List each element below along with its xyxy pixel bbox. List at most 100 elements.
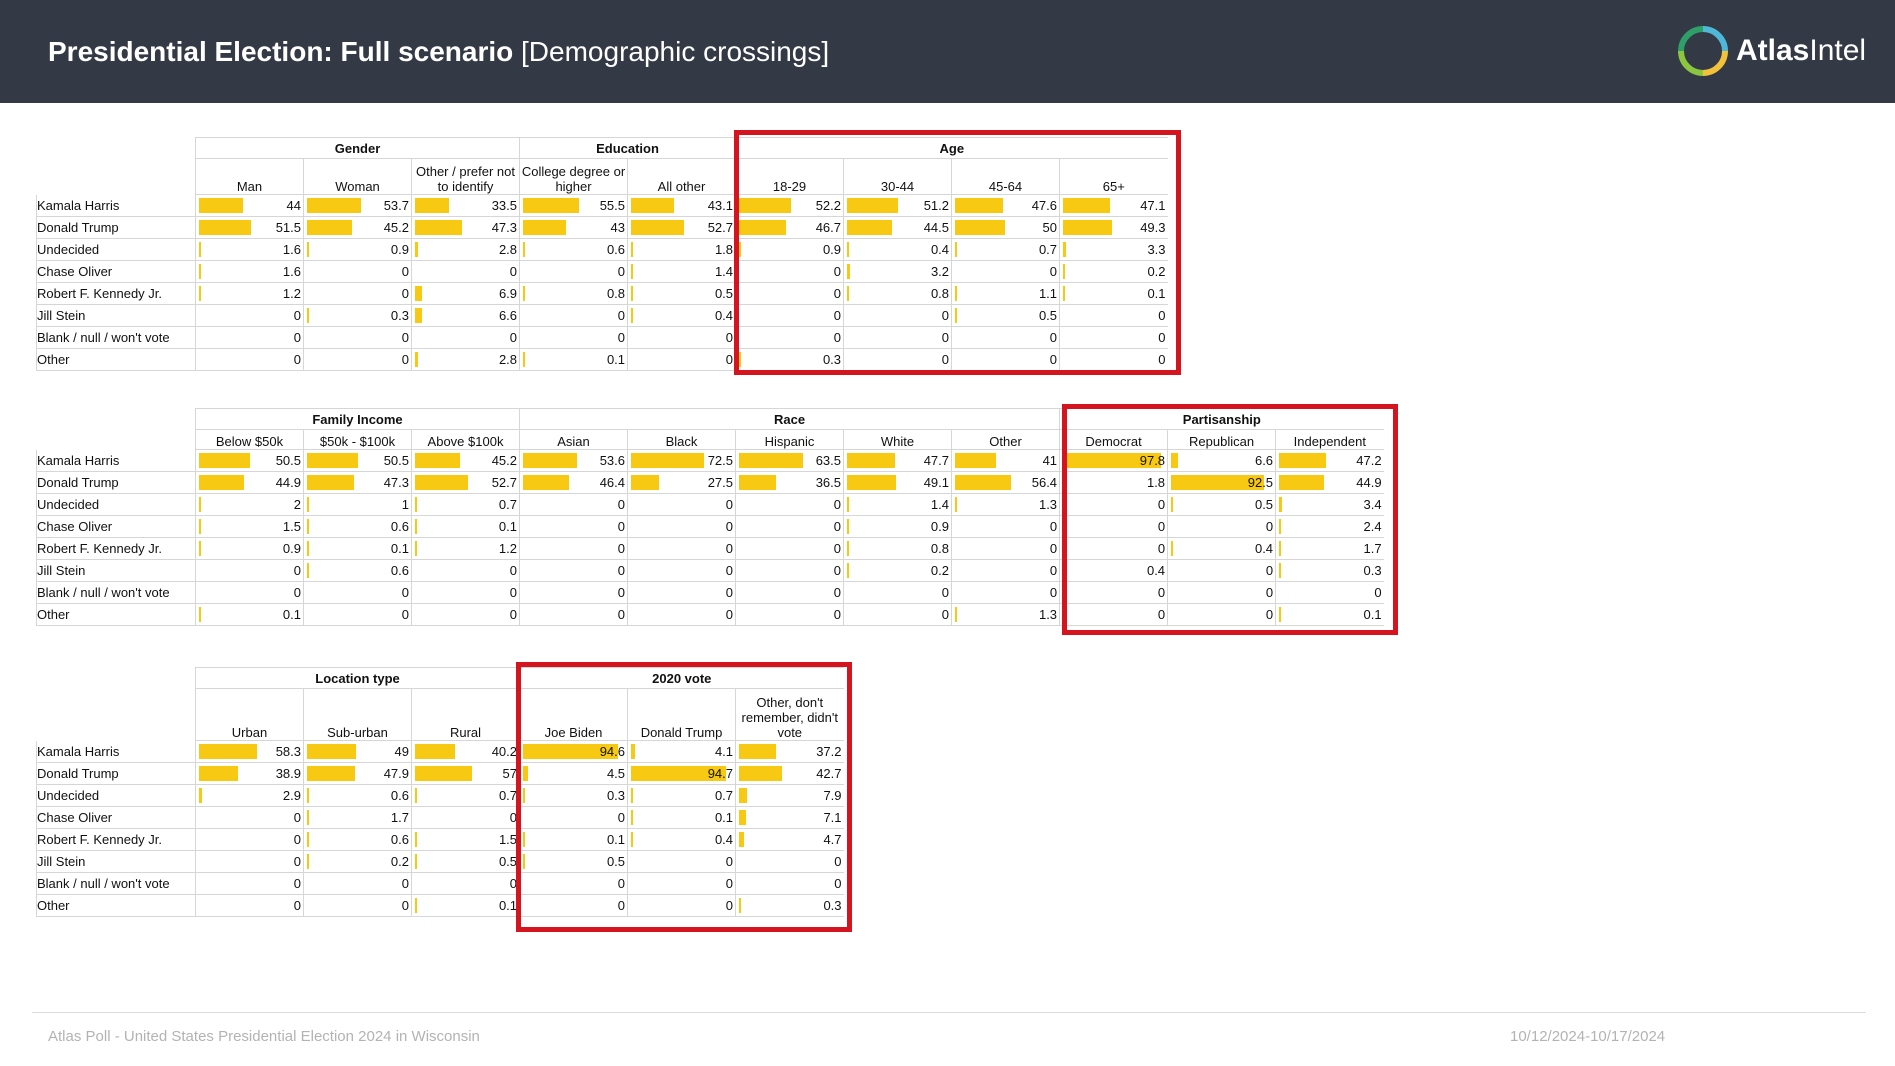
value-text: 0 [617,810,626,825]
value-text: 0 [725,563,733,578]
value-bar [523,220,567,235]
value-bar [523,744,618,759]
value-bar [1171,453,1178,468]
value-text: 4.1 [714,744,734,759]
value-bar [307,832,309,847]
value-bar [415,220,463,235]
column-header: Below $50k [195,429,304,450]
value-text: 0 [725,585,733,600]
value-text: 0 [1049,519,1058,534]
value-bar [739,898,742,913]
value-text: 6.6 [1254,453,1274,468]
value-bar [847,497,849,512]
value-text: 0.6 [606,242,626,257]
value-text: 0 [617,876,626,891]
table-row: Chase Oliver 0 1.7 0 0 0.1 7.1 [36,806,844,829]
value-bar [739,788,747,803]
row-label: Kamala Harris [36,740,196,763]
value-bar [199,286,201,301]
value-bar [955,308,958,323]
crosstab-location-2020vote: Location type 2020 vote Urban Sub-urban Rura… [36,667,844,917]
value-text: 0.7 [498,788,518,803]
corner-cell [37,138,196,159]
table-row: Blank / null / won't vote 0 0 0 0 0 0 0 0 0 [36,326,1168,349]
value-bar [307,766,355,781]
value-text: 49.1 [923,475,949,490]
value-text: 49.3 [1140,220,1166,235]
value-text: 0.1 [606,352,626,367]
value-cell: 7.1 [735,806,844,829]
corner-cell [37,689,196,741]
row-label: Blank / null / won't vote [36,872,196,895]
value-bar [739,832,744,847]
value-text: 0 [833,585,841,600]
value-text: 0 [509,585,517,600]
value-text: 0 [401,607,409,622]
value-text: 0 [1157,607,1166,622]
value-cell: 46.4 [519,471,628,494]
value-bar [199,541,201,556]
value-text: 1.7 [390,810,409,825]
value-text: 52.7 [491,475,517,490]
value-text: 0.8 [930,286,950,301]
value-cell: 0 [195,806,304,829]
value-text: 0 [617,563,625,578]
value-text: 0 [401,876,409,891]
table-row: Jill Stein 0 0.2 0.5 0.5 0 0 [36,850,844,873]
value-text: 0 [617,264,626,279]
footer-source: Atlas Poll - United States Presidential … [48,1028,480,1045]
value-bar [199,220,251,235]
value-bar [739,220,786,235]
value-cell: 49.1 [843,471,952,494]
value-text: 0 [1157,497,1166,512]
row-label: Donald Trump [36,216,196,239]
value-cell: 56.4 [950,471,1060,494]
value-cell: 0 [735,493,844,516]
value-cell: 0.8 [843,282,952,305]
group-header: Age [735,137,1168,159]
value-text: 1.4 [714,264,734,279]
value-bar [631,198,675,213]
value-text: 0 [1158,352,1166,367]
row-label: Chase Oliver [36,260,196,283]
value-cell: 53.7 [303,194,412,217]
column-header: Sub-urban [303,688,412,741]
column-header: 45-64 [951,158,1060,195]
value-cell: 0 [410,326,520,349]
value-text: 72.5 [707,453,733,468]
value-cell: 0 [1059,326,1168,349]
value-cell: 49.3 [1059,216,1168,239]
value-bar [955,497,957,512]
value-cell: 0 [519,260,628,283]
value-text: 0 [1049,264,1058,279]
value-cell: 0 [195,872,304,895]
value-text: 0 [833,541,841,556]
value-cell: 0 [843,603,952,626]
value-cell: 0.6 [303,515,412,538]
value-text: 0 [833,607,841,622]
value-bar [415,453,461,468]
value-text: 63.5 [815,453,841,468]
value-cell: 0.4 [1167,537,1276,560]
value-cell: 0 [1059,493,1168,516]
value-cell: 0.6 [519,238,628,261]
row-label: Undecided [36,784,196,807]
value-text: 0.8 [930,541,949,556]
corner-cell [37,159,196,195]
value-text: 0.1 [1147,286,1166,301]
value-text: 6.6 [498,308,518,323]
highlight-age [734,130,1181,375]
value-bar [631,475,659,490]
value-cell: 0 [950,537,1060,560]
value-bar [955,220,1006,235]
table-row: Other 0.1 0 0 0 0 0 0 1.3 0 0 0.1 [36,603,1384,626]
value-bar [415,788,417,803]
value-text: 43 [610,220,626,235]
value-text: 56.4 [1031,475,1058,490]
value-cell: 0 [1059,603,1168,626]
value-cell: 57 [410,762,520,785]
value-text: 0.4 [1254,541,1274,556]
value-cell: 0.6 [303,559,412,582]
value-text: 58.3 [275,744,301,759]
value-bar [1063,220,1113,235]
